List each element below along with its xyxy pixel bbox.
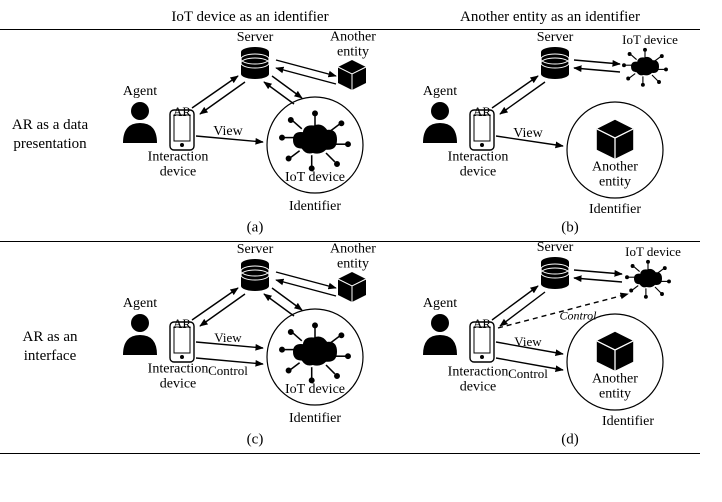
label-agent: Agent [423, 84, 457, 100]
label-server: Server [537, 240, 574, 256]
label-agent: Agent [123, 84, 157, 100]
label-identifier: Identifier [602, 414, 654, 430]
agent-icon [123, 314, 157, 355]
label-entity: Anotherentity [592, 372, 638, 403]
label-ar: AR [173, 316, 191, 332]
label-view: View [514, 334, 541, 350]
label-view: View [213, 124, 242, 140]
panel-letter-b: (b) [561, 220, 579, 237]
server-icon [241, 47, 269, 79]
label-identifier: Identifier [289, 411, 341, 427]
row-label-1: AR as a data presentation [0, 30, 100, 240]
diagram-grid: IoT device as an identifier Another enti… [0, 0, 722, 454]
divider-bottom [0, 453, 700, 454]
server-icon [541, 47, 569, 79]
label-iot: IoT device [285, 170, 345, 186]
label-interaction: Interactiondevice [448, 365, 509, 396]
panel-letter-a: (a) [247, 220, 264, 237]
label-interaction: Interactiondevice [148, 362, 209, 393]
iot-cloud-icon [626, 260, 671, 298]
label-entity: Anotherentity [330, 242, 376, 273]
label-control: Control [508, 366, 548, 382]
server-icon [241, 259, 269, 291]
label-server: Server [237, 242, 274, 258]
label-iot: IoT device [625, 244, 681, 260]
label-agent: Agent [123, 296, 157, 312]
label-server: Server [537, 30, 574, 46]
panel-c: Agent AR Server Anotherentity View Contr… [100, 242, 400, 452]
panel-a: Agent AR Server Anotherentity View Inter… [100, 30, 400, 240]
panel-letter-d: (d) [561, 432, 579, 449]
label-identifier: Identifier [589, 202, 641, 218]
agent-icon [423, 102, 457, 143]
label-ar: AR [473, 104, 491, 120]
label-interaction: Interactiondevice [448, 150, 509, 181]
iot-cloud-icon [623, 48, 668, 86]
label-ar: AR [173, 104, 191, 120]
label-ar: AR [473, 316, 491, 332]
label-entity: Anotherentity [330, 30, 376, 61]
agent-icon [123, 102, 157, 143]
entity-icon [338, 272, 366, 302]
label-server: Server [237, 30, 274, 46]
col-header-2: Another entity as an identifier [400, 0, 700, 28]
label-interaction: Interactiondevice [148, 150, 209, 181]
label-control: Control [208, 363, 248, 379]
panel-b: Agent AR Server IoT device View Interact… [400, 30, 700, 240]
entity-icon [338, 60, 366, 90]
panel-d: Agent AR Server IoT device Control View … [400, 242, 700, 452]
label-view: View [513, 126, 542, 142]
label-view: View [214, 330, 241, 346]
label-identifier: Identifier [289, 199, 341, 215]
label-agent: Agent [423, 296, 457, 312]
server-icon [541, 257, 569, 289]
agent-icon [423, 314, 457, 355]
col-header-1: IoT device as an identifier [100, 0, 400, 28]
label-iot: IoT device [622, 32, 678, 48]
row-label-2: AR as an interface [0, 242, 100, 452]
label-entity: Anotherentity [592, 160, 638, 191]
panel-letter-c: (c) [247, 432, 264, 449]
label-iot: IoT device [285, 382, 345, 398]
label-control-dashed: Control [560, 309, 597, 324]
